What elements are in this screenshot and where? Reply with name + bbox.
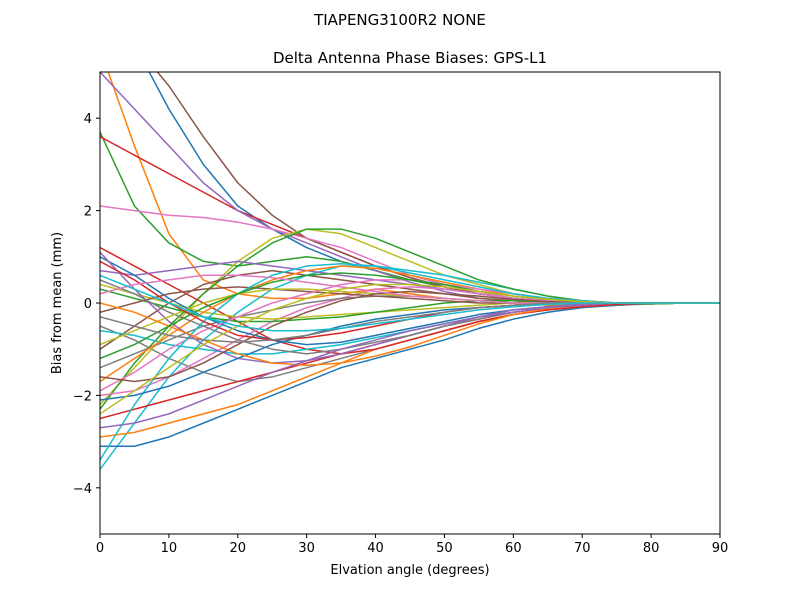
series-layer [100,72,720,470]
x-tick-label: 90 [712,541,729,556]
x-tick-label: 20 [230,541,247,556]
figure-suptitle: TIAPENG3100R2 NONE [313,11,486,29]
x-tick-label: 40 [367,541,384,556]
x-tick-label: 30 [298,541,315,556]
y-axis: −4 −2 0 2 4 [73,112,100,497]
x-axis: 0 10 20 30 40 50 60 70 80 90 [96,534,728,556]
y-axis-label: Bias from mean (mm) [50,232,65,374]
x-tick-label: 80 [643,541,660,556]
x-tick-label: 50 [436,541,453,556]
y-tick-label: 0 [84,297,92,312]
x-tick-label: 0 [96,541,104,556]
series-line-10 [100,302,720,447]
y-tick-label: −4 [73,482,92,497]
y-tick-label: 4 [84,112,92,127]
y-tick-label: −2 [73,389,92,404]
x-tick-label: 70 [574,541,591,556]
chart-title: Delta Antenna Phase Biases: GPS-L1 [273,49,547,67]
series-line-39 [100,274,720,332]
x-tick-label: 60 [505,541,522,556]
x-tick-label: 10 [161,541,178,556]
y-tick-label: 2 [84,205,92,220]
x-axis-label: Elvation angle (degrees) [330,563,489,578]
